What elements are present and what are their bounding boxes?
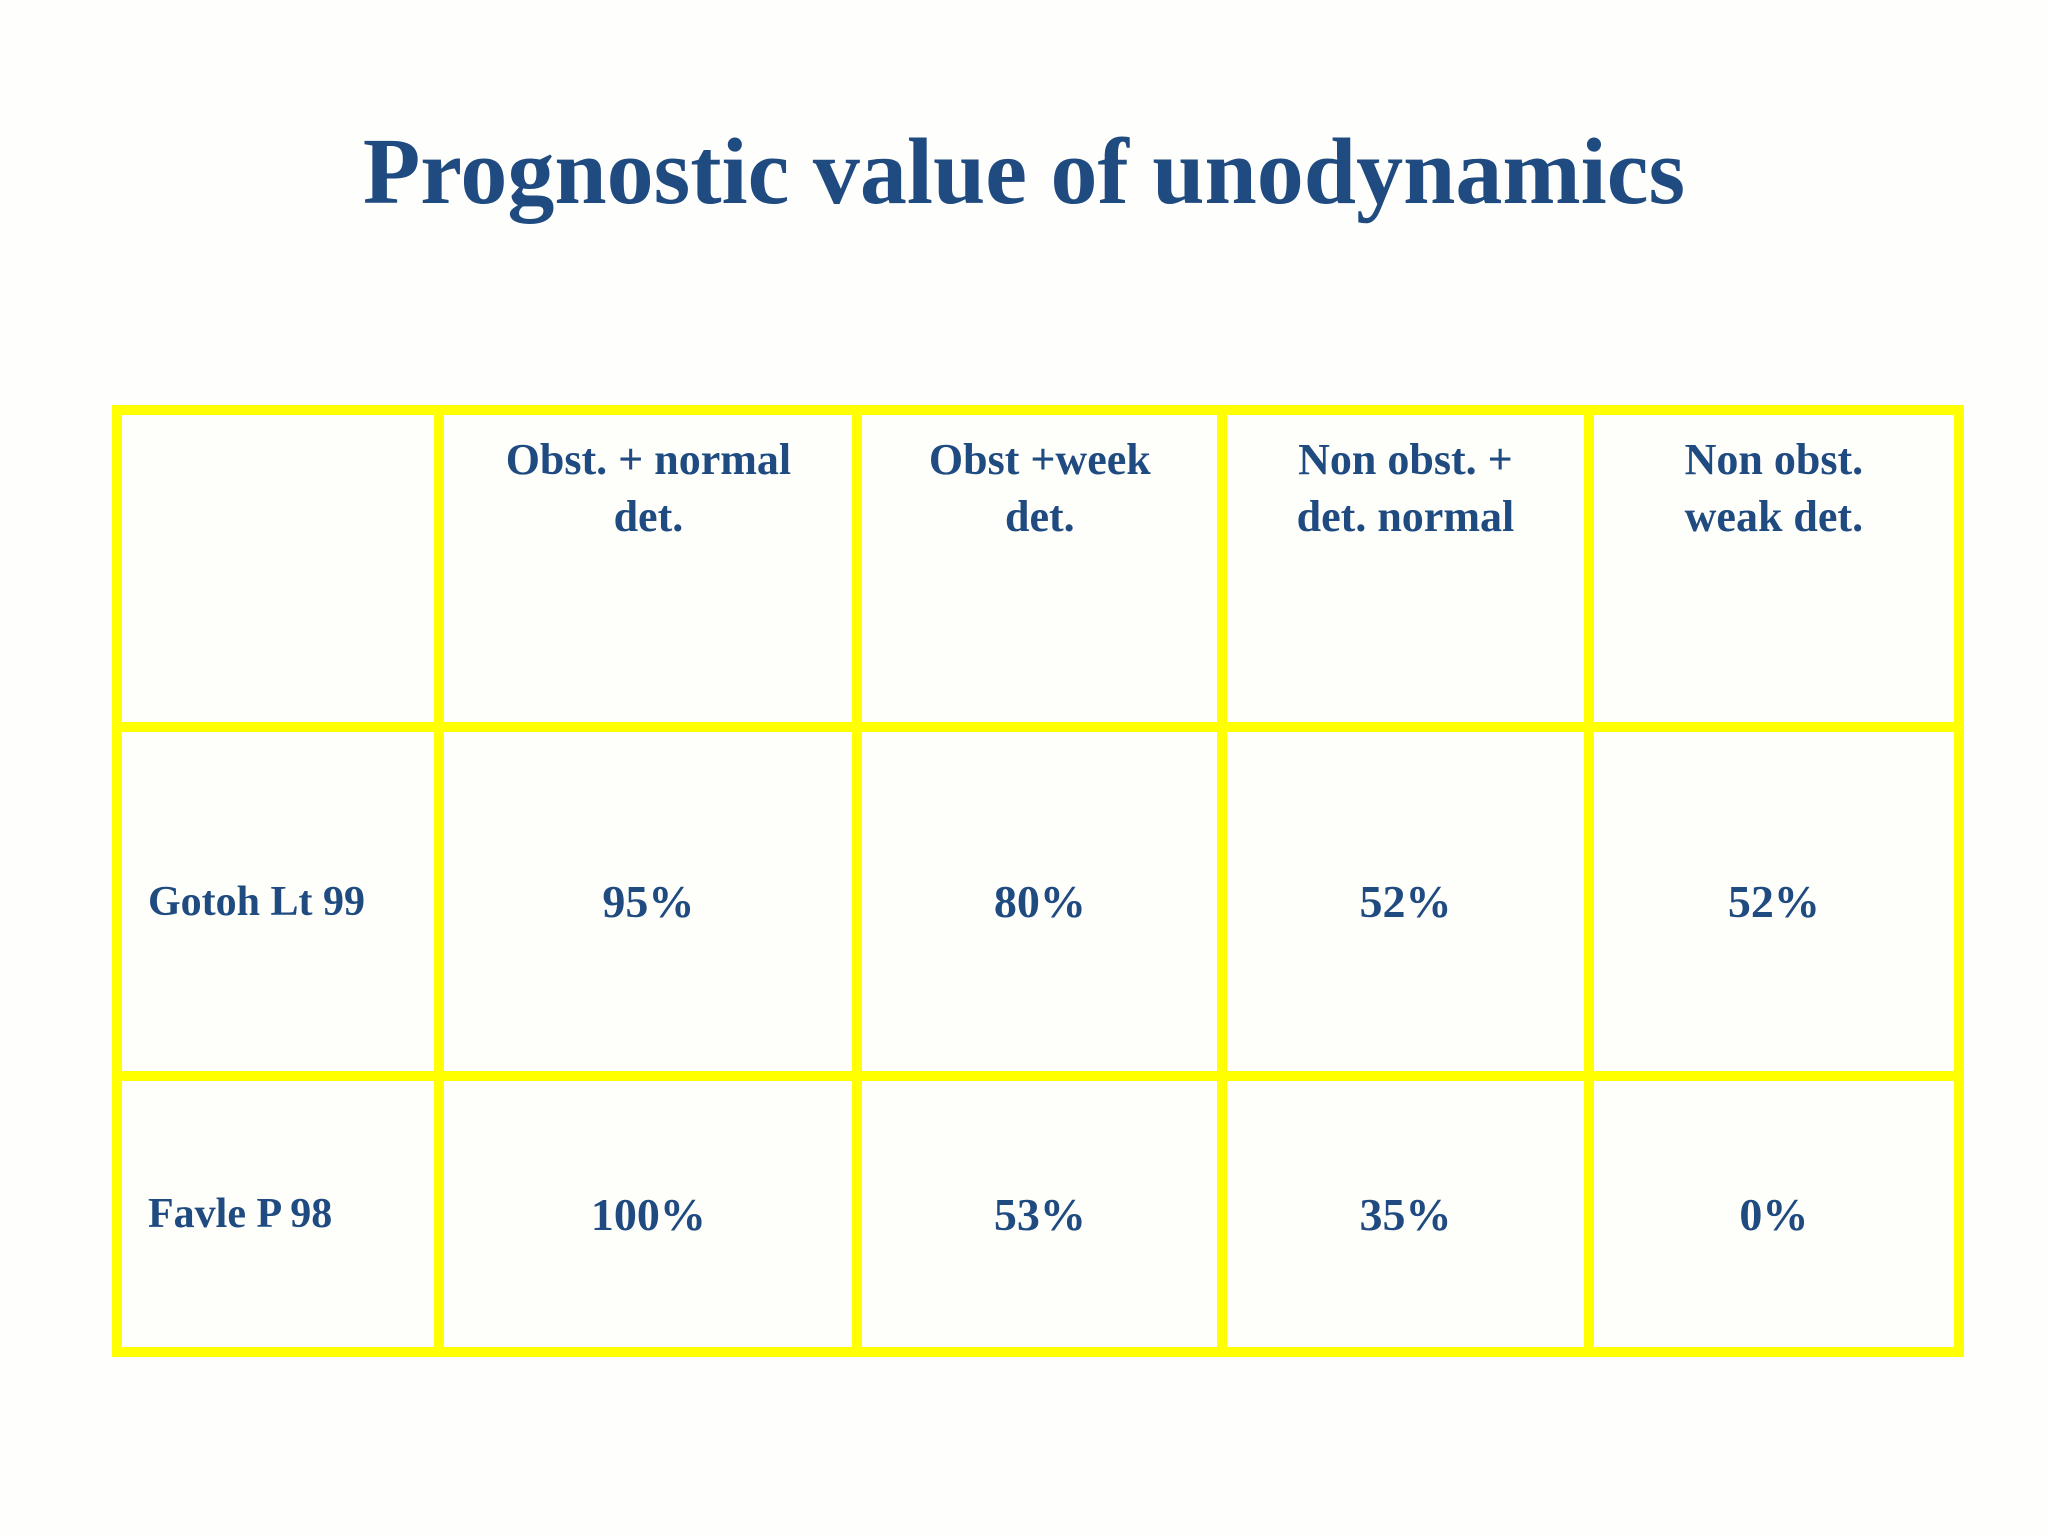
column-header-line: det. normal xyxy=(1296,492,1515,542)
value-cell: 52% xyxy=(1217,722,1594,1081)
value-cell: 100% xyxy=(434,1071,863,1357)
value-cell: 0% xyxy=(1583,1071,1965,1357)
table-header-row: Obst. + normal det. Obst +week det. Non … xyxy=(111,405,1965,732)
column-header-obst-week-det: Obst +week det. xyxy=(852,405,1228,732)
value-cell: 80% xyxy=(852,722,1228,1081)
corner-cell xyxy=(111,405,445,732)
column-header-line: Obst. + normal xyxy=(505,435,792,484)
prognostic-table-container: Obst. + normal det. Obst +week det. Non … xyxy=(111,405,1965,1357)
slide-title: Prognostic value of unodynamics xyxy=(362,120,1686,224)
row-label-favle: Favle P 98 xyxy=(111,1071,445,1357)
column-header-line: det. xyxy=(613,492,684,542)
table-row-favle: Favle P 98 100% 53% 35% 0% xyxy=(111,1071,1965,1357)
column-header-obst-normal-det: Obst. + normal det. xyxy=(434,405,863,732)
column-header-line: det. xyxy=(1004,492,1075,542)
value-cell: 35% xyxy=(1217,1071,1594,1357)
value-cell: 53% xyxy=(852,1071,1228,1357)
column-header-line: Non obst. + xyxy=(1298,435,1513,484)
prognostic-table: Obst. + normal det. Obst +week det. Non … xyxy=(111,405,1965,1357)
column-header-line: weak det. xyxy=(1684,492,1864,542)
value-cell: 95% xyxy=(434,722,863,1081)
column-header-non-obst-weak-det: Non obst. weak det. xyxy=(1583,405,1965,732)
column-header-line: Non obst. xyxy=(1684,435,1864,484)
value-cell: 52% xyxy=(1583,722,1965,1081)
table-row-gotoh: Gotoh Lt 99 95% 80% 52% 52% xyxy=(111,722,1965,1081)
row-label-gotoh: Gotoh Lt 99 xyxy=(111,722,445,1081)
column-header-non-obst-det-normal: Non obst. + det. normal xyxy=(1217,405,1594,732)
column-header-line: Obst +week xyxy=(928,435,1151,484)
